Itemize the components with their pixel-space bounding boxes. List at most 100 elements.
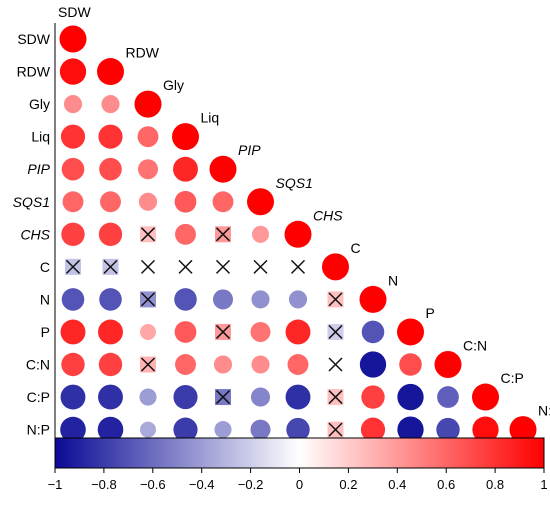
row-label-rdw: RDW: [17, 64, 51, 80]
row-label-chs: CHS: [20, 226, 50, 242]
row-label-c-p: C:P: [27, 389, 50, 405]
cell-circle-p-gly: [140, 323, 156, 340]
cell-circle-c-p-rdw: [98, 384, 123, 410]
cell-circle-n-p-c-p: [472, 416, 499, 443]
cell-circle-n-p-liq: [173, 417, 198, 442]
cell-circle-liq-liq: [172, 123, 199, 151]
colorbar-tick-label: 0.2: [339, 477, 357, 492]
nonsignificant-mark-c-rdw: [103, 259, 118, 274]
colorbar: [54, 437, 545, 469]
cell-circle-n-p-n-p: [509, 416, 537, 444]
nonsignificant-mark-c-n-c: [328, 357, 343, 372]
cell-circle-c-p-c-p: [472, 383, 499, 411]
column-label-c: C: [351, 240, 361, 256]
nonsignificant-mark-c-sdw: [65, 259, 81, 274]
colorbar-tick-label: −1: [48, 477, 63, 492]
cell-circle-p-chs: [285, 319, 311, 345]
cell-circle-n-sqs1: [251, 290, 270, 309]
cell-circle-n-p-sdw: [60, 416, 86, 443]
cell-circle-c-p-sdw: [60, 384, 86, 410]
nonsignificant-mark-p-pip: [215, 324, 231, 339]
column-label-gly: Gly: [163, 77, 184, 93]
nonsignificant-mark-c-p-pip: [215, 390, 231, 405]
column-label-pip: PIP: [238, 142, 261, 158]
cell-circle-n-p-sqs1: [250, 419, 271, 440]
cell-circle-n-liq: [174, 288, 197, 311]
cell-circle-c-n-chs: [287, 354, 309, 375]
cell-circle-chs-sdw: [61, 222, 85, 246]
nonsignificant-mark-c-p-c: [328, 390, 343, 405]
cell-circle-gly-sdw: [63, 95, 83, 114]
column-label-chs: CHS: [313, 207, 343, 223]
row-label-c: C: [40, 259, 50, 275]
cell-circle-liq-rdw: [98, 124, 123, 149]
cell-circle-c-p-p: [397, 383, 424, 411]
cell-circle-p-p: [397, 318, 424, 346]
cell-circle-c-p-sqs1: [250, 387, 271, 407]
cell-circle-c-n-n: [359, 351, 387, 378]
column-label-p: P: [426, 305, 435, 321]
colorbar-tick-label: −0.6: [140, 477, 166, 492]
cell-circle-chs-rdw: [98, 222, 123, 246]
cell-circle-c-n-p: [399, 353, 422, 376]
column-label-sqs1: SQS1: [276, 175, 313, 191]
cell-circle-pip-gly: [137, 159, 159, 180]
row-label-n-p: N:P: [27, 422, 50, 438]
column-label-c-n: C:N: [463, 338, 487, 354]
nonsignificant-mark-c-chs: [290, 259, 306, 274]
cell-circle-sqs1-gly: [138, 192, 158, 211]
cell-circle-pip-liq: [173, 156, 198, 182]
cell-circle-sdw-sdw: [59, 25, 87, 53]
cell-circle-sqs1-liq: [174, 190, 197, 213]
cell-circle-sqs1-sqs1: [247, 188, 274, 216]
column-label-sdw: SDW: [58, 4, 91, 20]
cell-circle-n-rdw: [99, 288, 122, 311]
cell-circle-chs-sqs1: [251, 225, 270, 243]
row-label-sqs1: SQS1: [13, 194, 50, 210]
row-label-gly: Gly: [29, 96, 50, 112]
cell-circle-n-p-p: [397, 416, 424, 443]
nonsignificant-mark-n-c: [328, 292, 343, 307]
cell-circle-n-p-pip: [214, 421, 232, 439]
cell-circle-liq-gly: [137, 126, 159, 148]
row-label-p: P: [41, 324, 50, 340]
cell-circle-n-p-n: [360, 417, 386, 442]
cell-circle-p-sqs1: [250, 321, 271, 342]
cell-circle-c-p-chs: [285, 384, 311, 410]
cell-circle-pip-rdw: [99, 157, 122, 181]
cell-circle-n-pip: [212, 289, 234, 310]
colorbar-tick-label: −0.2: [238, 477, 264, 492]
cell-circle-c-n-rdw: [98, 352, 123, 377]
row-label-sdw: SDW: [17, 31, 50, 47]
cell-circle-gly-gly: [134, 90, 162, 118]
nonsignificant-mark-chs-pip: [215, 227, 231, 242]
cell-circle-n-p-rdw: [97, 416, 124, 443]
cell-circle-pip-pip: [209, 155, 237, 183]
cell-circle-sqs1-sdw: [62, 191, 84, 213]
nonsignificant-mark-p-c: [328, 324, 343, 339]
cell-circle-n-p-c-n: [436, 417, 460, 442]
cell-circle-c-n-c-n: [434, 351, 462, 378]
cell-circle-n-sdw: [61, 288, 85, 311]
cell-circle-c-p-liq: [173, 384, 198, 410]
cell-circle-c-n-pip: [213, 355, 233, 374]
cell-circle-n-n: [359, 285, 387, 313]
cell-circle-chs-chs: [284, 220, 312, 248]
cell-circle-c-p-n: [361, 385, 385, 409]
cell-circle-c-n-sdw: [61, 352, 85, 377]
row-label-pip: PIP: [27, 161, 50, 177]
colorbar-tick-label: 0: [296, 477, 303, 492]
nonsignificant-mark-c-pip: [215, 259, 231, 274]
column-label-rdw: RDW: [126, 45, 160, 61]
cell-circle-p-n: [361, 320, 385, 344]
colorbar-tick-label: −0.4: [189, 477, 215, 492]
nonsignificant-mark-c-sqs1: [253, 259, 268, 274]
cell-circle-pip-sdw: [61, 157, 85, 181]
cell-circle-c-n-sqs1: [251, 355, 270, 374]
nonsignificant-mark-c-gly: [140, 259, 156, 274]
cell-circle-p-liq: [174, 321, 197, 343]
cell-circle-p-sdw: [60, 319, 86, 345]
nonsignificant-mark-n-p-c: [328, 422, 343, 437]
